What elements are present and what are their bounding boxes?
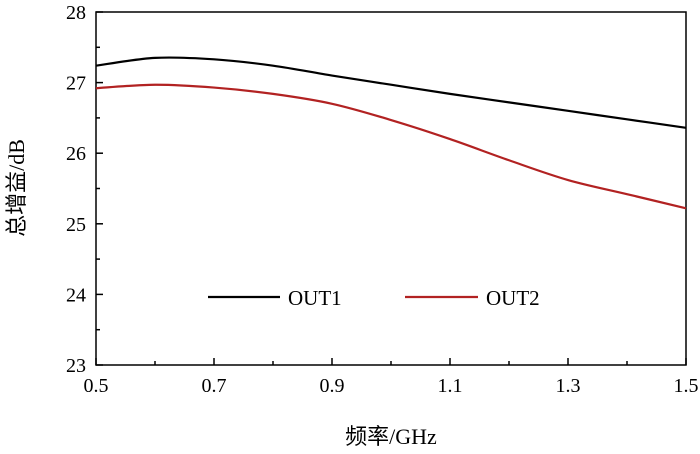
y-tick-label: 25 — [66, 214, 86, 236]
x-tick-label: 1.3 — [556, 375, 581, 397]
x-tick-label: 0.9 — [320, 375, 345, 397]
y-tick-label: 26 — [66, 143, 86, 165]
x-tick-label: 1.1 — [438, 375, 463, 397]
y-tick-label: 27 — [66, 73, 86, 95]
y-tick-label: 23 — [66, 355, 86, 377]
x-tick-label: 0.7 — [202, 375, 227, 397]
x-tick-label: 1.5 — [674, 375, 699, 397]
x-tick-label: 0.5 — [84, 375, 109, 397]
y-tick-label: 28 — [66, 2, 86, 24]
x-axis-label: 频率/GHz — [345, 424, 437, 449]
y-tick-label: 24 — [66, 284, 86, 306]
y-axis-label: 总增益/dB — [4, 139, 29, 237]
legend-label-out2: OUT2 — [486, 286, 540, 310]
legend-label-out1: OUT1 — [288, 286, 342, 310]
series-line-out1 — [95, 56, 687, 129]
series-line-out2 — [95, 83, 687, 210]
